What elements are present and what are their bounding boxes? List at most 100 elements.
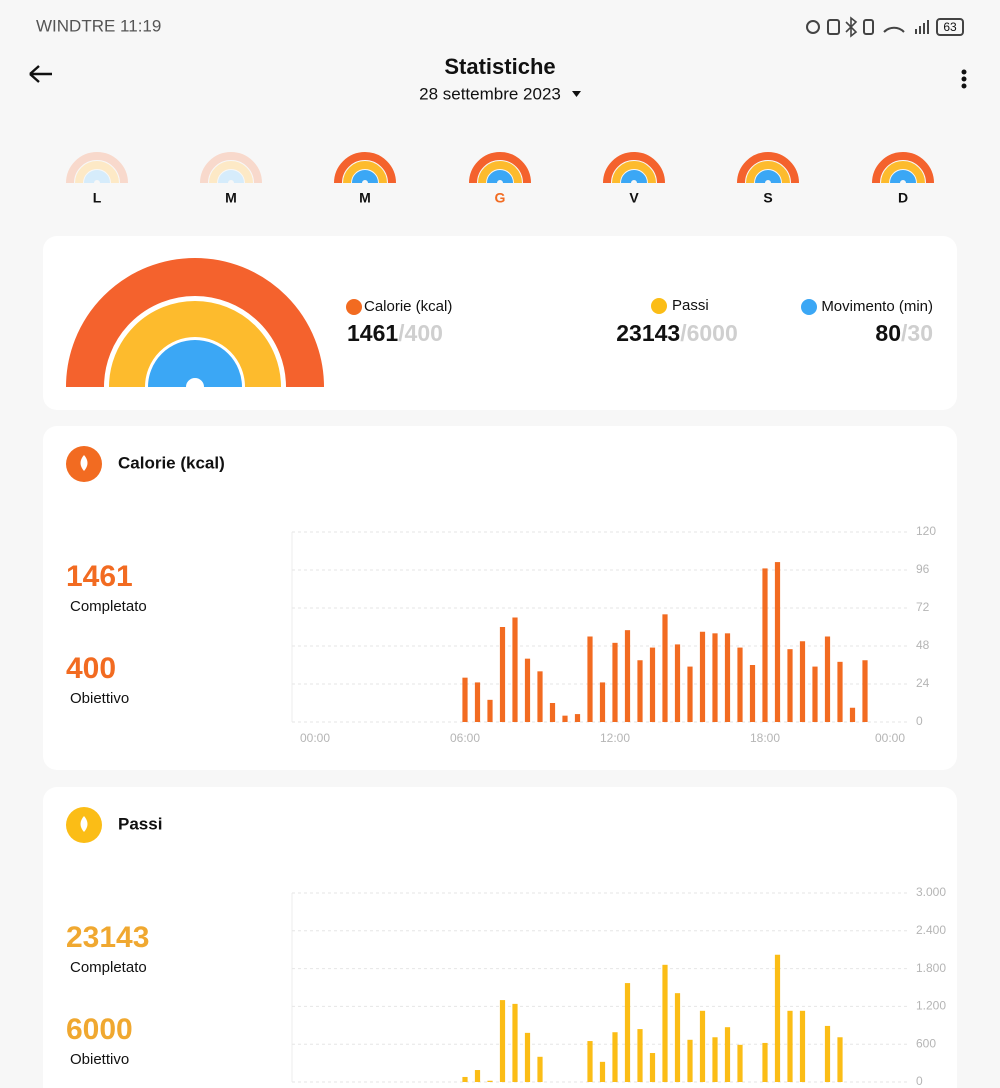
y-tick-label: 0 bbox=[916, 1074, 923, 1088]
bar bbox=[674, 644, 681, 722]
bar bbox=[637, 660, 643, 722]
bar bbox=[524, 1032, 531, 1082]
x-tick-label: 00:00 bbox=[875, 731, 905, 745]
stat-label: Movimento (min) bbox=[821, 298, 933, 315]
day-ring bbox=[200, 152, 262, 184]
y-tick-label: 0 bbox=[916, 714, 923, 728]
bar bbox=[712, 1037, 718, 1082]
y-tick-label: 600 bbox=[916, 1036, 936, 1050]
ring-arc bbox=[478, 161, 522, 184]
goal-value: 6000 bbox=[66, 1013, 133, 1046]
stat-label: Passi bbox=[672, 297, 709, 314]
bar bbox=[774, 562, 781, 722]
bar bbox=[474, 1070, 481, 1082]
day-ring bbox=[334, 152, 396, 184]
bar bbox=[624, 630, 631, 722]
completed-label: Completato bbox=[70, 598, 147, 615]
bar bbox=[824, 636, 831, 722]
y-tick-label: 24 bbox=[916, 676, 930, 690]
bar bbox=[512, 617, 518, 722]
bar bbox=[787, 1010, 793, 1082]
ring-arc bbox=[746, 161, 790, 184]
y-tick-label: 3.000 bbox=[916, 885, 946, 899]
bar bbox=[512, 1003, 518, 1082]
ring-arc bbox=[603, 152, 665, 184]
bar bbox=[862, 660, 868, 722]
status-icons bbox=[806, 16, 964, 38]
bar bbox=[637, 1029, 643, 1082]
bar bbox=[524, 658, 531, 722]
ring-arc bbox=[737, 152, 799, 184]
day-label: M bbox=[225, 190, 237, 206]
date-selector[interactable]: 28 settembre 2023 bbox=[419, 84, 561, 103]
stat-icon bbox=[346, 299, 362, 315]
chart-title: Calorie (kcal) bbox=[118, 453, 225, 472]
bar bbox=[687, 666, 693, 722]
bar bbox=[587, 636, 593, 722]
bar bbox=[474, 682, 481, 722]
bar bbox=[537, 1056, 543, 1082]
back-button[interactable] bbox=[29, 65, 52, 83]
dropdown-arrow[interactable] bbox=[572, 91, 581, 97]
bar bbox=[837, 1037, 843, 1082]
bar bbox=[837, 661, 843, 722]
bar bbox=[737, 1044, 743, 1082]
bar bbox=[787, 649, 793, 722]
ring-arc bbox=[612, 161, 656, 184]
chart: Passi 23143 Completato 6000 Obiettivo 0 600 1.2… bbox=[66, 807, 946, 1088]
stat-done: 23143 bbox=[616, 320, 680, 346]
day-ring bbox=[603, 152, 665, 184]
bar bbox=[799, 641, 806, 722]
y-tick-label: 1.200 bbox=[916, 999, 946, 1013]
bar bbox=[599, 1061, 606, 1082]
stat-goal: /30 bbox=[901, 320, 933, 346]
bar bbox=[624, 983, 631, 1082]
page-title: Statistiche bbox=[444, 54, 555, 79]
day-label: V bbox=[629, 190, 639, 206]
ring-arc bbox=[755, 170, 781, 184]
ring-arc bbox=[84, 170, 110, 184]
bar bbox=[599, 682, 606, 722]
y-tick-label: 72 bbox=[916, 600, 930, 614]
stat-value: 1461/400 bbox=[347, 320, 443, 346]
stat-goal: /400 bbox=[398, 320, 443, 346]
bar bbox=[662, 614, 668, 722]
bar bbox=[487, 699, 493, 722]
day-label: L bbox=[93, 190, 102, 206]
steps-card bbox=[43, 787, 957, 1088]
bar bbox=[587, 1041, 593, 1082]
stat-done: 80 bbox=[875, 320, 901, 346]
menu-button[interactable] bbox=[961, 69, 967, 89]
stat-icon bbox=[651, 298, 667, 314]
bar bbox=[537, 671, 543, 722]
bar bbox=[724, 633, 731, 722]
day-ring bbox=[872, 152, 934, 184]
day-ring bbox=[469, 152, 531, 184]
bar bbox=[749, 665, 756, 722]
bar bbox=[712, 633, 718, 722]
day-label: D bbox=[898, 190, 908, 206]
x-tick-label: 18:00 bbox=[750, 731, 780, 745]
bar bbox=[699, 1010, 706, 1082]
ring-arc bbox=[469, 152, 531, 184]
ring-arc bbox=[209, 161, 253, 184]
x-tick-label: 06:00 bbox=[450, 731, 480, 745]
ring-arc bbox=[218, 170, 244, 184]
bar bbox=[562, 715, 568, 722]
goal-label: Obiettivo bbox=[70, 690, 129, 707]
completed-label: Completato bbox=[70, 959, 147, 976]
bar bbox=[762, 568, 768, 722]
bar bbox=[824, 1025, 831, 1082]
bar bbox=[724, 1027, 731, 1082]
ring-arc bbox=[75, 161, 119, 184]
bar bbox=[612, 642, 618, 722]
ring-arc bbox=[872, 152, 934, 184]
bar bbox=[487, 1080, 493, 1082]
completed-value: 23143 bbox=[66, 921, 149, 954]
ring-arc bbox=[343, 161, 387, 184]
day-ring bbox=[737, 152, 799, 184]
bar bbox=[462, 677, 468, 722]
